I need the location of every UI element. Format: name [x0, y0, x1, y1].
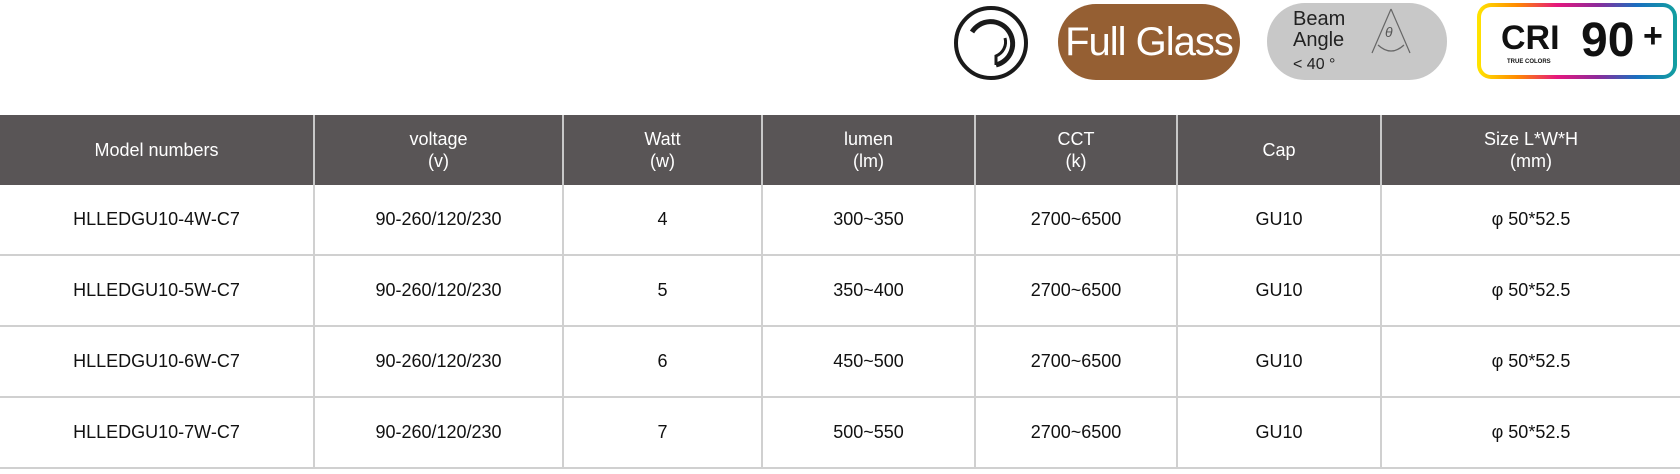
column-header: Watt (w) — [562, 115, 762, 185]
table-cell: 2700~6500 — [974, 326, 1177, 398]
table-cell: 350~400 — [761, 255, 975, 327]
column-header-unit: (lm) — [853, 151, 884, 171]
ring-icon — [954, 6, 1028, 80]
table-cell: φ 50*52.5 — [1380, 326, 1680, 398]
column-header-title: CCT — [1057, 129, 1095, 149]
table-cell: 6 — [562, 326, 762, 398]
table-cell: 450~500 — [761, 326, 975, 398]
column-header-title: Model numbers — [94, 140, 219, 160]
table-cell: HLLEDGU10-5W-C7 — [0, 255, 314, 327]
column-header: Model numbers — [0, 115, 314, 185]
table-row: HLLEDGU10-5W-C7 90-260/120/230 5 350~400 270… — [0, 255, 1680, 327]
table-cell: GU10 — [1176, 255, 1381, 327]
table-cell: 90-260/120/230 — [313, 255, 563, 327]
beam-cone-icon: θ — [1371, 8, 1411, 54]
table-row: HLLEDGU10-6W-C7 90-260/120/230 6 450~500 270… — [0, 326, 1680, 398]
table-row: HLLEDGU10-7W-C7 90-260/120/230 7 500~550 270… — [0, 397, 1680, 469]
table-row: HLLEDGU10-4W-C7 90-260/120/230 4 300~350 270… — [0, 185, 1680, 256]
table-cell: 300~350 — [761, 185, 975, 256]
table-cell: 5 — [562, 255, 762, 327]
spec-table: Model numbers voltage (v) Watt (w) lumen (lm) C… — [0, 115, 1680, 469]
beam-angle-badge: Beam Angle < 40 ° θ — [1267, 3, 1447, 80]
table-cell: 2700~6500 — [974, 255, 1177, 327]
column-header-unit: (k) — [1065, 151, 1087, 171]
table-cell: 2700~6500 — [974, 397, 1177, 469]
column-header-title: lumen — [843, 129, 894, 149]
column-header-unit: (w) — [650, 151, 675, 171]
column-header-title: Size L*W*H — [1483, 129, 1579, 149]
cri-badge: CRI TRUE COLORS 90 + — [1477, 3, 1677, 79]
table-cell: 90-260/120/230 — [313, 397, 563, 469]
table-cell: 90-260/120/230 — [313, 185, 563, 256]
theta-symbol: θ — [1385, 24, 1393, 40]
cri-plus: + — [1643, 17, 1663, 55]
column-header: Size L*W*H (mm) — [1380, 115, 1680, 185]
table-cell: 500~550 — [761, 397, 975, 469]
table-cell: 7 — [562, 397, 762, 469]
table-cell: GU10 — [1176, 185, 1381, 256]
table-cell: HLLEDGU10-7W-C7 — [0, 397, 314, 469]
beam-angle-label: Beam Angle — [1293, 8, 1346, 51]
table-cell: φ 50*52.5 — [1380, 185, 1680, 256]
column-header: voltage (v) — [313, 115, 563, 185]
column-header-unit: (v) — [428, 151, 449, 171]
table-cell: 2700~6500 — [974, 185, 1177, 256]
table-cell: HLLEDGU10-4W-C7 — [0, 185, 314, 256]
column-header: Cap — [1176, 115, 1381, 185]
table-cell: GU10 — [1176, 326, 1381, 398]
full-glass-badge: Full Glass — [1058, 4, 1240, 80]
column-header-title: Cap — [1262, 140, 1296, 160]
table-cell: 90-260/120/230 — [313, 326, 563, 398]
cri-label: CRI — [1501, 19, 1560, 57]
table-cell: HLLEDGU10-6W-C7 — [0, 326, 314, 398]
column-header: lumen (lm) — [761, 115, 975, 185]
table-cell: φ 50*52.5 — [1380, 397, 1680, 469]
column-header-title: Watt — [644, 129, 681, 149]
table-cell: GU10 — [1176, 397, 1381, 469]
table-cell: 4 — [562, 185, 762, 256]
column-header-title: voltage — [409, 129, 468, 149]
column-header: CCT (k) — [974, 115, 1177, 185]
table-header-row: Model numbers voltage (v) Watt (w) lumen (lm) C… — [0, 115, 1680, 185]
beam-angle-value: < 40 ° — [1293, 56, 1336, 73]
column-header-unit: (mm) — [1510, 151, 1552, 171]
cri-subtitle: TRUE COLORS — [1507, 59, 1551, 65]
cri-value: 90 — [1581, 14, 1635, 67]
table-cell: φ 50*52.5 — [1380, 255, 1680, 327]
